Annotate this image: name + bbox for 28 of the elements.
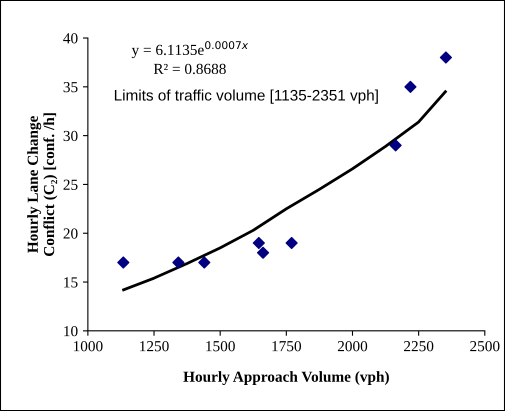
point (256, 246, 270, 259)
x-tick-label: 2250 (404, 341, 434, 352)
y-tick-label: 15 (64, 277, 78, 288)
point (404, 80, 417, 93)
y-tick-label: 25 (64, 180, 78, 190)
x-tick-label: 1000 (74, 341, 103, 352)
x-tick-label: 1500 (206, 341, 235, 352)
y-tick-label: 40 (63, 33, 78, 44)
x-tick-label: 1750 (272, 341, 302, 352)
x-tick-label: 2500 (470, 341, 500, 352)
y-tick-label: 20 (64, 228, 78, 239)
x-tick-label: 1250 (140, 341, 169, 352)
point (117, 256, 130, 269)
point (390, 139, 402, 152)
point (440, 51, 452, 64)
point (198, 256, 210, 269)
point (286, 236, 298, 250)
annotation: Limits of traffic volume [1135-2351 vph] (114, 89, 378, 104)
annotation: y = 6.1135e$^{0.0007x}$ (132, 41, 248, 58)
y-tick-label: 30 (64, 130, 78, 142)
point (252, 236, 265, 250)
y-tick-label: 10 (64, 326, 78, 336)
y-tick-label: 35 (64, 82, 78, 92)
x-axis-title: Hourly Approach Volume (vph) (183, 371, 389, 385)
point (172, 256, 184, 269)
y-axis-title: Hourly Lane Change Conflict (C₂) [conf. /h] (27, 113, 58, 256)
annotation: R² = 0.8688 (154, 64, 226, 74)
x-tick-label: 2000 (338, 341, 368, 352)
